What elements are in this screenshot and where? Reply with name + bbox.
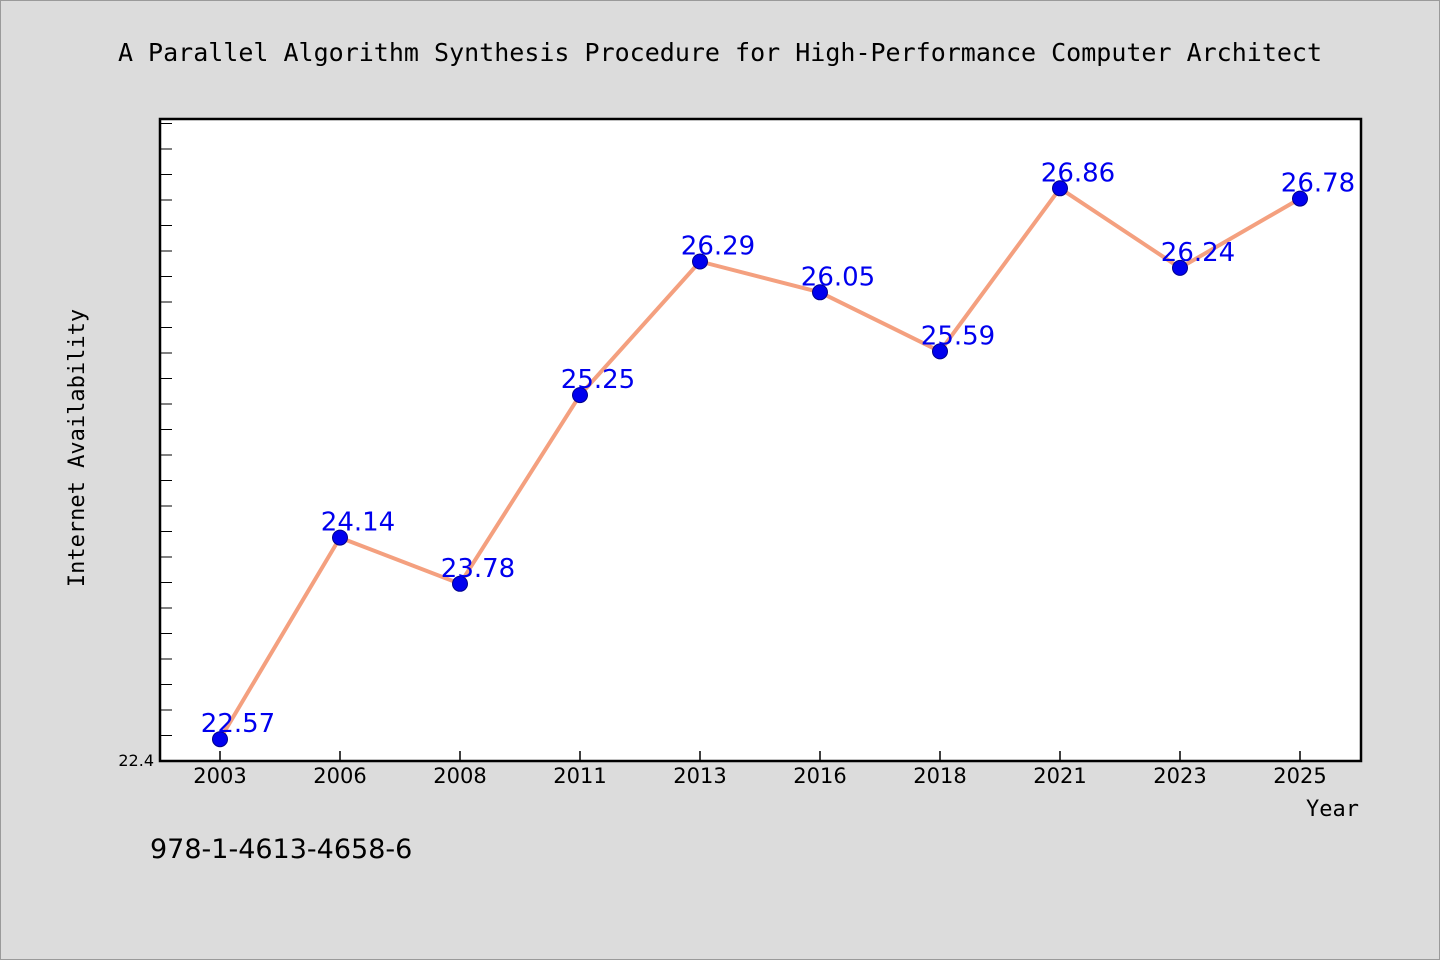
y-axis-ticks [160, 123, 172, 736]
x-tick-label: 2021 [1033, 764, 1086, 788]
data-label: 25.59 [921, 321, 995, 351]
y-tick-label: 22.4 [118, 751, 154, 770]
data-point [572, 387, 588, 404]
x-tick-label: 2025 [1273, 764, 1326, 788]
x-axis-tick-labels: 2003 2006 2008 2011 2013 2016 2018 2021 2023 2025 [193, 764, 1326, 788]
x-tick-label: 2008 [433, 764, 486, 788]
data-point [1052, 180, 1068, 197]
y-axis-label: Internet Availability [65, 309, 90, 587]
isbn-label: 978-1-4613-4658-6 [150, 834, 413, 865]
x-axis-label: Year [1306, 797, 1359, 822]
data-point [1172, 259, 1188, 276]
data-label: 24.14 [321, 508, 395, 538]
chart-title: A Parallel Algorithm Synthesis Procedure… [118, 38, 1322, 67]
x-tick-label: 2023 [1153, 764, 1206, 788]
x-tick-label: 2016 [793, 764, 846, 788]
data-point [812, 284, 828, 301]
y-axis-tick-labels: 22.4 [118, 751, 154, 770]
data-label: 26.24 [1161, 238, 1235, 268]
data-label: 26.29 [681, 232, 755, 262]
x-tick-label: 2018 [913, 764, 966, 788]
data-point [452, 575, 468, 592]
data-point [1292, 190, 1308, 207]
data-point [332, 529, 348, 546]
data-point [212, 731, 228, 748]
x-tick-label: 2003 [193, 764, 246, 788]
series-line [218, 186, 1302, 741]
data-point [932, 343, 948, 360]
data-point [692, 253, 708, 270]
data-label: 23.78 [441, 554, 515, 584]
series-group: 22.57 24.14 23.78 25.25 26.29 26.05 25.59 26.86… [201, 158, 1355, 748]
plot-area [158, 117, 1363, 763]
data-label: 26.05 [801, 262, 875, 292]
data-label: 26.86 [1041, 158, 1115, 188]
data-label: 22.57 [201, 709, 275, 739]
x-tick-label: 2013 [673, 764, 726, 788]
x-axis-ticks [219, 751, 1301, 761]
data-label: 25.25 [561, 365, 635, 395]
x-tick-label: 2006 [313, 764, 366, 788]
x-tick-label: 2011 [553, 764, 606, 788]
data-label: 26.78 [1281, 169, 1355, 199]
